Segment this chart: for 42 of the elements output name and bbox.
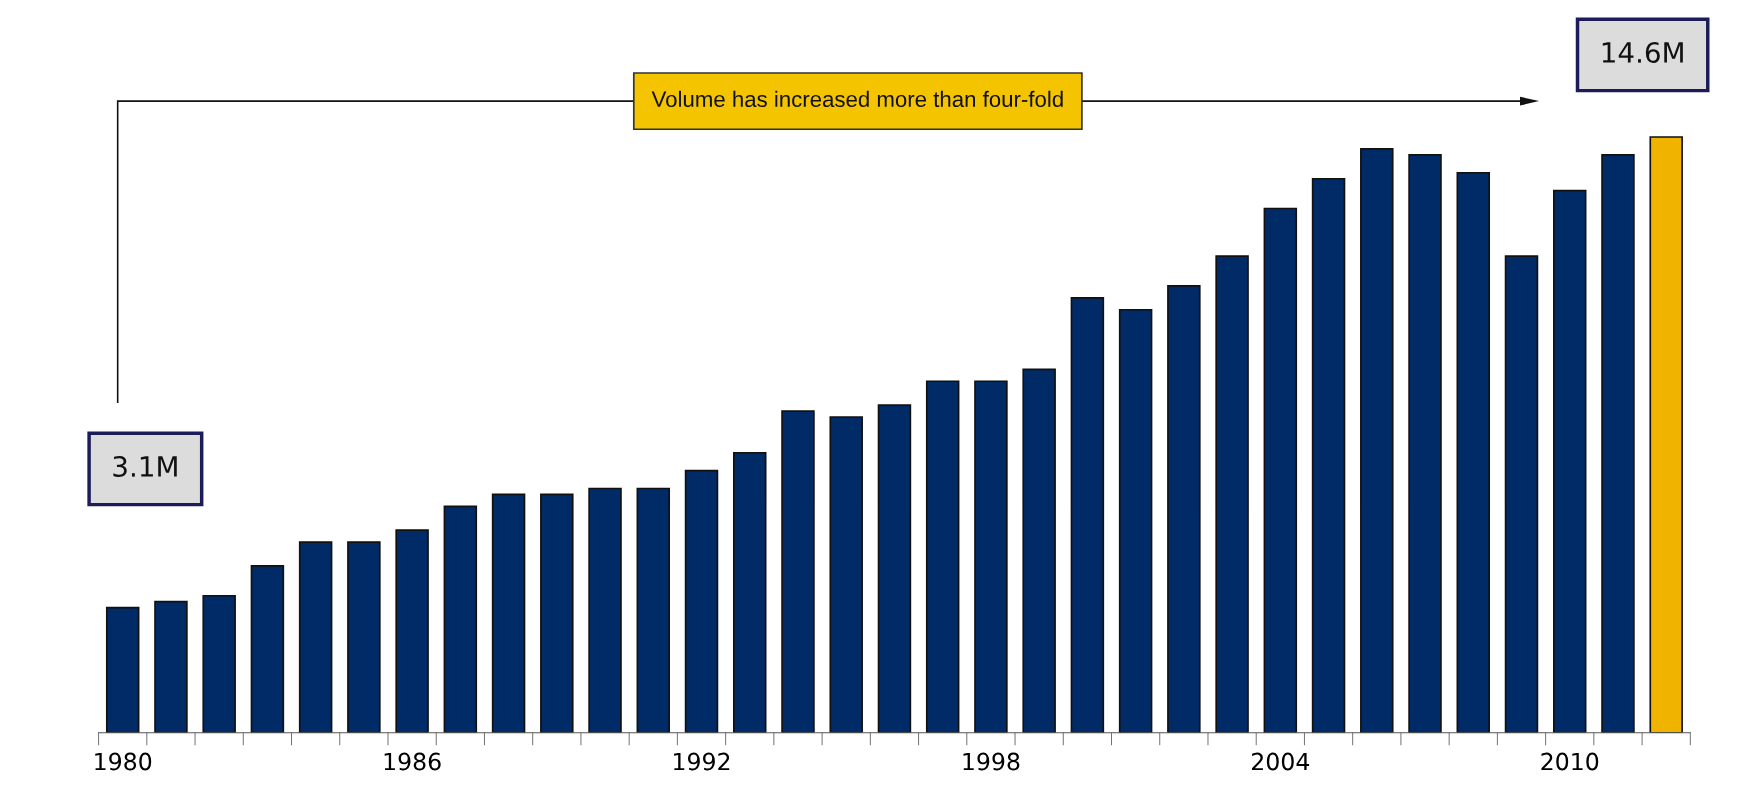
bar [732,451,767,733]
x-tick-label: 2004 [1252,752,1310,771]
bar [1408,154,1442,733]
bar [1311,177,1346,733]
bar [1263,207,1298,733]
bar [491,493,526,733]
bar [298,541,333,733]
text: 14.6M [1602,42,1683,64]
x-tick-label: 1992 [674,752,730,771]
annotation: 3.1M [113,456,177,478]
bar [1504,255,1539,733]
bar [202,594,236,733]
bar [347,541,381,733]
bar [1601,154,1635,733]
x-tick-label: 2010 [1541,752,1599,771]
bar [829,416,863,733]
bar [1167,285,1201,733]
bar [1552,189,1587,733]
bar [588,487,622,733]
bar [250,565,285,733]
bar [443,505,478,733]
bar [1070,297,1105,733]
x-tick-label: 1980 [95,752,152,771]
bar [395,529,429,733]
text: Volume has increased more than four-fold [651,90,1063,108]
bar [1456,171,1491,733]
bar [974,380,1008,733]
bar [877,404,912,733]
x-tick-label: 1998 [963,752,1020,771]
bar [1215,255,1249,733]
bar [925,380,960,733]
bar [684,469,719,733]
bar [1022,368,1056,733]
bar [781,410,815,733]
bar [540,493,574,733]
bar [1118,308,1153,733]
bar [105,606,140,733]
bar [154,600,188,733]
x-tick-label: 1986 [384,752,441,771]
bar [636,487,671,733]
bar [1649,136,1683,733]
bar [1360,148,1394,733]
